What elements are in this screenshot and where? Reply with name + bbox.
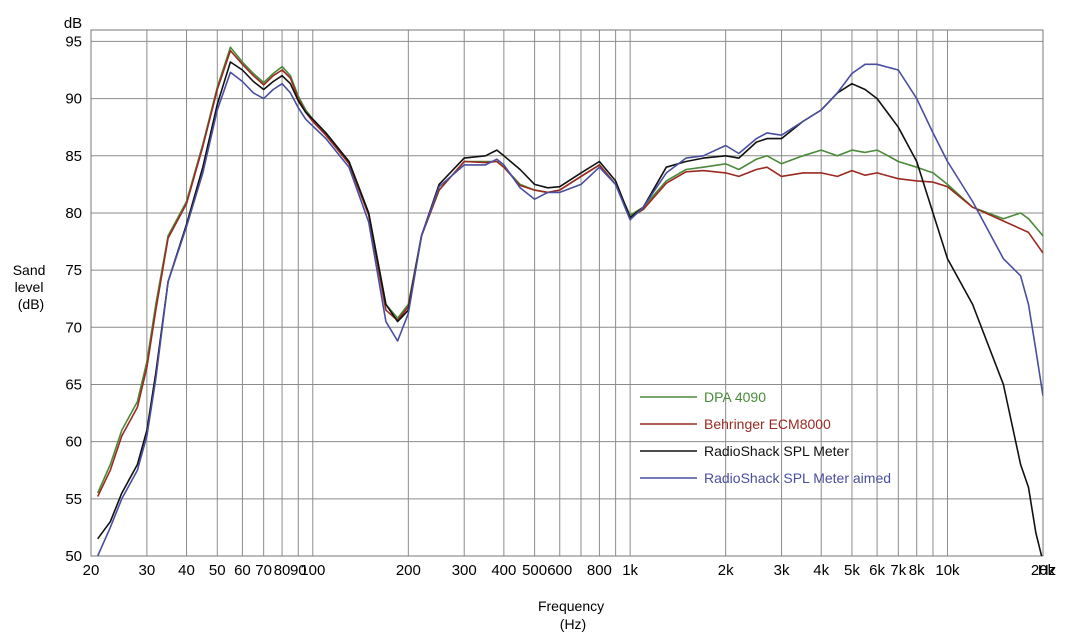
x-tick-label: 3k [774,562,790,579]
x-tick-label: 600 [547,562,572,579]
legend-label: DPA 4090 [704,389,766,405]
y-tick-label: 50 [65,548,82,565]
x-tick-label: 8k [909,562,925,579]
y-tick-label: 85 [65,148,82,165]
legend: DPA 4090 Behringer ECM8000 RadioShack SPL … [640,389,891,486]
x-tick-label: 300 [452,562,477,579]
x-unit-label: Hz [1038,562,1056,579]
x-tick-label: 80 [274,562,291,579]
series-line [97,61,1043,556]
x-tick-label: 6k [869,562,885,579]
x-tick-label: 20 [83,562,100,579]
y-axis-title-line: (dB) [18,296,44,312]
series-line [96,63,1043,556]
x-tick-label: 90 [290,562,307,579]
grid-lines [90,30,1044,557]
y-tick-label: 60 [65,434,82,451]
y-tick-label: 90 [65,91,82,108]
y-tick-label: 55 [65,491,82,508]
series-line [96,49,1043,497]
x-tick-label: 200 [396,562,421,579]
y-tick-label: 65 [65,376,82,393]
x-tick-label: 100 [300,562,325,579]
y-axis-title-line: Sand [13,262,46,278]
x-tick-label: 50 [209,562,226,579]
x-tick-label: 7k [890,562,906,579]
legend-label: RadioShack SPL Meter aimed [704,470,891,486]
x-tick-label: 40 [178,562,195,579]
x-tick-label: 5k [844,562,860,579]
x-tick-label: 70 [255,562,272,579]
y-axis-title: Sand level (dB) [13,262,50,312]
legend-label: RadioShack SPL Meter [704,443,849,459]
x-tick-label: 30 [139,562,156,579]
x-tick-label: 2k [718,562,734,579]
x-axis-title-line: (Hz) [560,616,586,632]
y-tick-label: 80 [65,205,82,222]
legend-label: Behringer ECM8000 [704,416,831,432]
x-tick-label: 1k [622,562,638,579]
x-tick-label: 60 [234,562,251,579]
x-axis-title: Frequency (Hz) [538,598,608,632]
y-unit-label: dB [64,15,82,32]
y-axis-title-line: level [15,279,44,295]
x-tick-label: 500 [522,562,547,579]
x-tick-label: 800 [587,562,612,579]
series-lines [96,46,1043,556]
x-tick-label: 10k [935,562,960,579]
x-tick-label: 4k [813,562,829,579]
y-tick-label: 75 [65,262,82,279]
y-tick-label: 95 [65,33,82,50]
plot-frame [90,29,1044,557]
x-axis-title-line: Frequency [538,598,604,614]
x-tick-label: 20k [1031,562,1056,579]
x-tick-label: 400 [491,562,516,579]
y-tick-label: 70 [65,319,82,336]
